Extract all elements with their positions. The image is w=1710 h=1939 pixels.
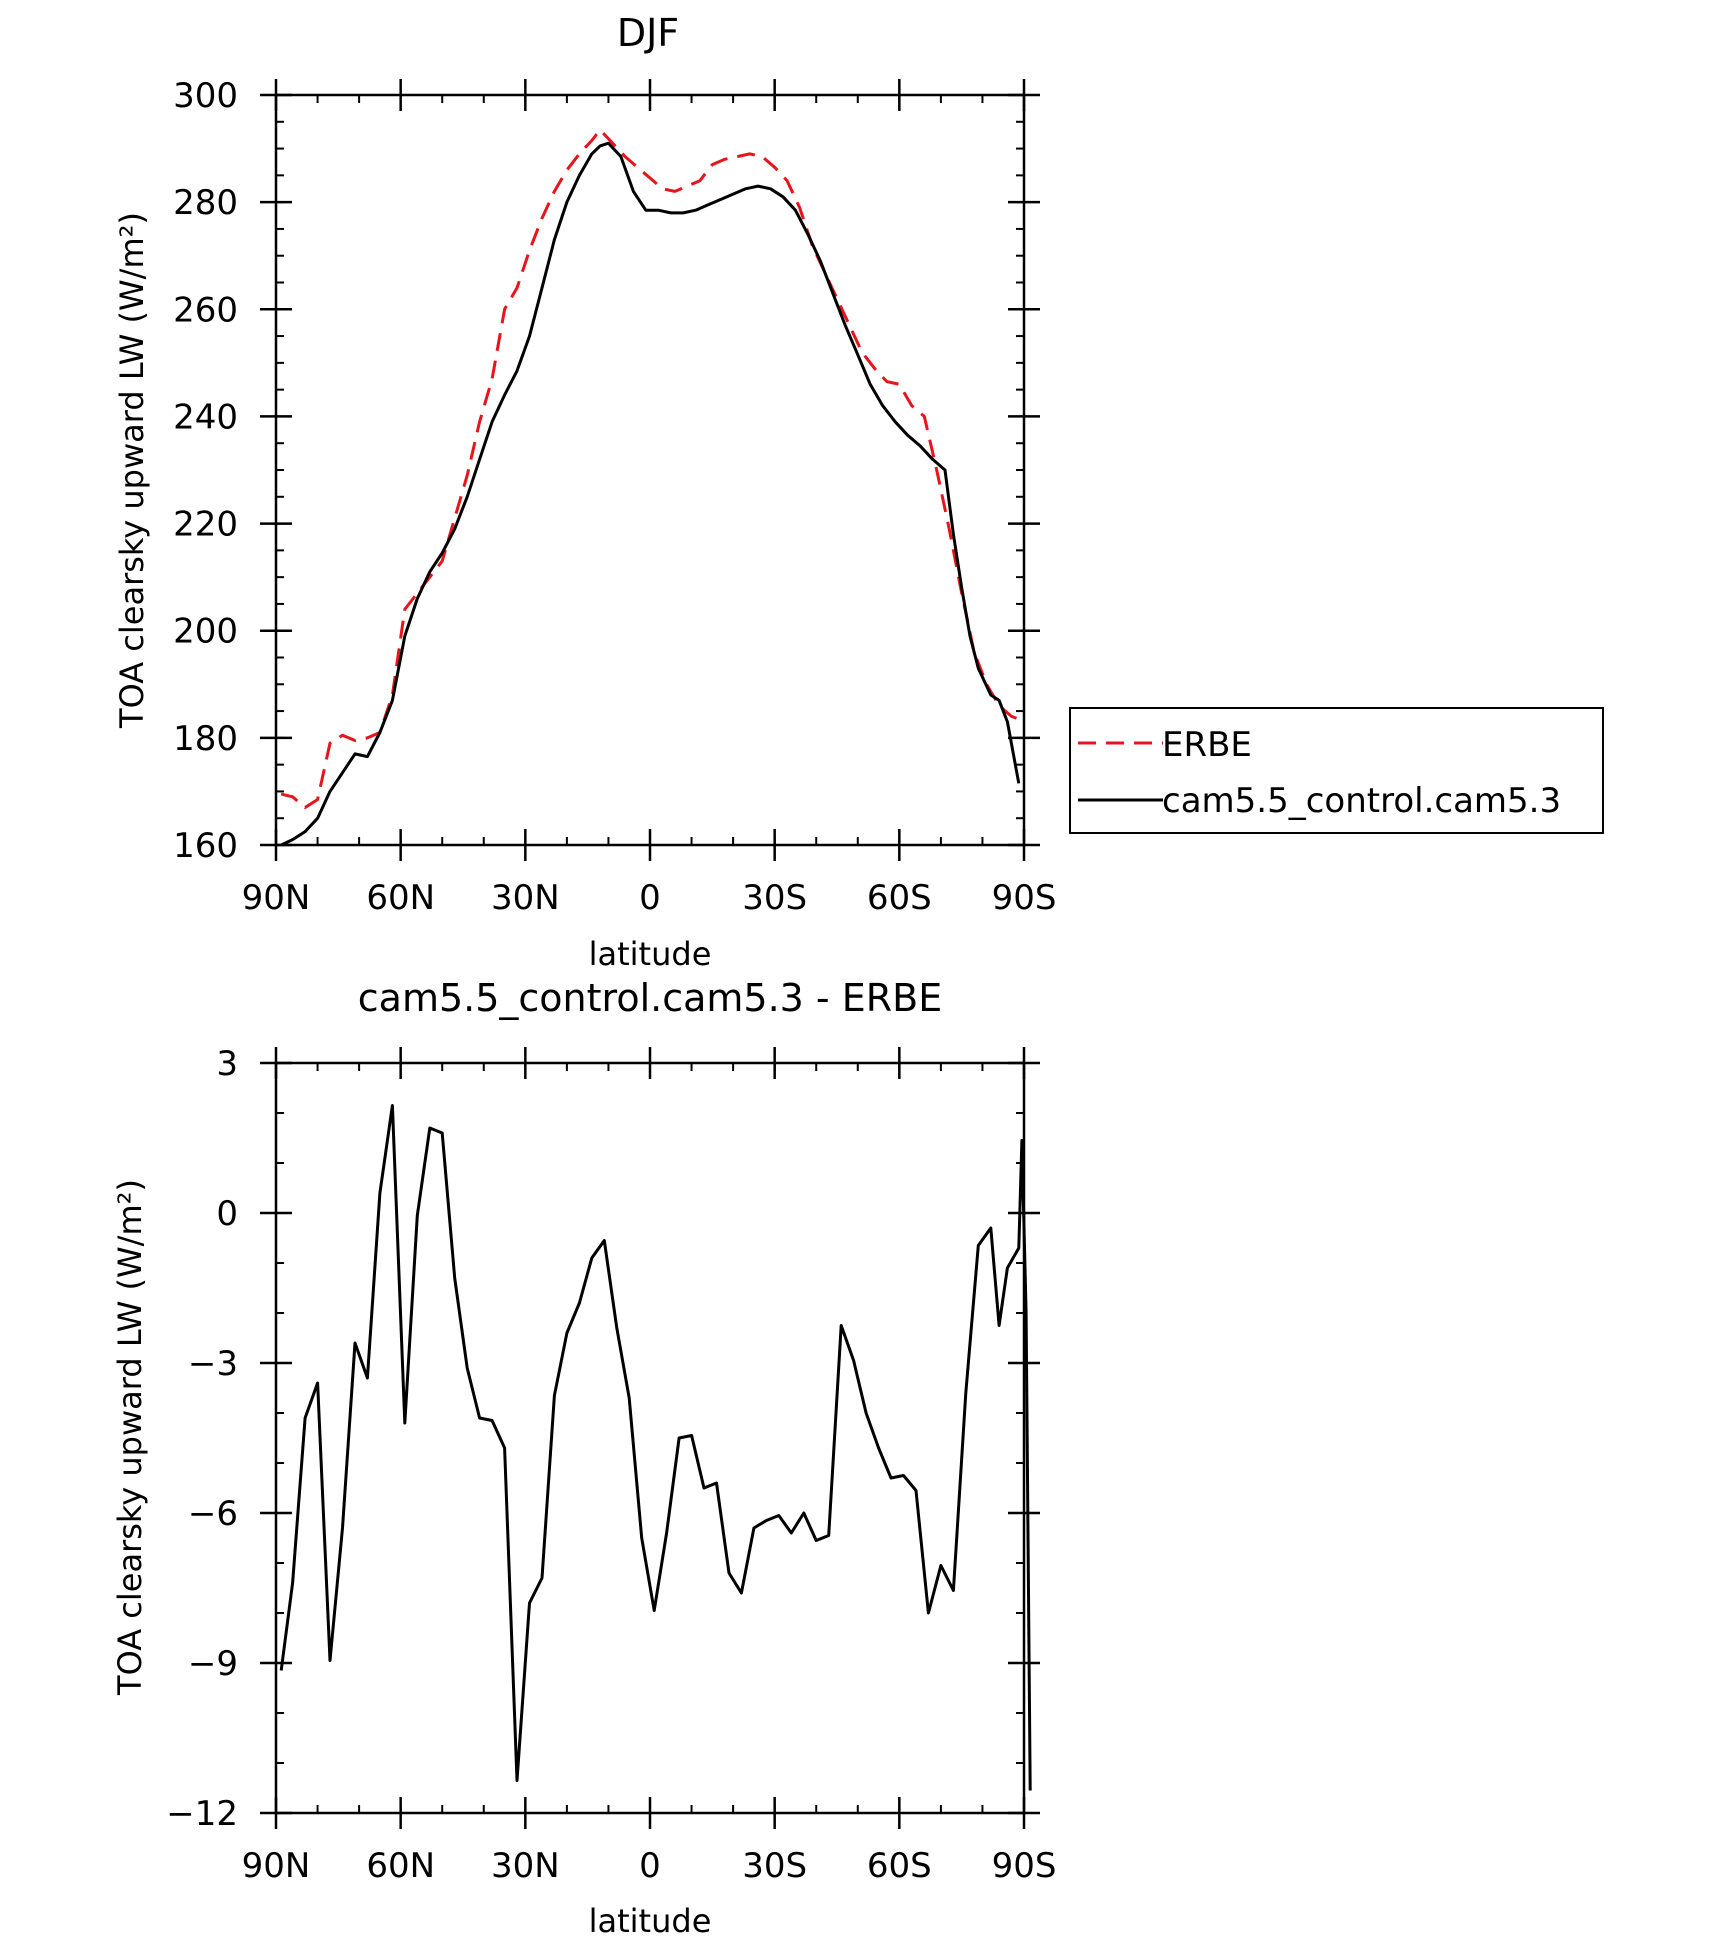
bottom-x-tick-label: 60S xyxy=(867,1846,932,1886)
top-y-tick-label: 200 xyxy=(173,612,238,652)
bottom-x-tick-label: 30N xyxy=(491,1846,560,1886)
bottom-x-tick-label: 60N xyxy=(366,1846,435,1886)
bottom-y-tick-label: −6 xyxy=(188,1494,238,1534)
svg-text:TOA clearsky upward LW (W/m²): TOA clearsky upward LW (W/m²) xyxy=(111,1179,149,1696)
bottom-panel: cam5.5_control.cam5.3 - ERBE TOA clearsk… xyxy=(111,976,1056,1939)
top-series-line-cam5-5-control-cam5-3 xyxy=(280,141,1021,847)
legend-model-label: cam5.5_control.cam5.3 xyxy=(1162,781,1561,821)
top-x-axis-label: latitude xyxy=(589,935,712,973)
top-y-tick-label: 280 xyxy=(173,183,238,223)
bottom-series-line-difference-0 xyxy=(279,1104,1032,1791)
top-x-tick-label: 30N xyxy=(491,878,560,918)
top-y-tick-label: 220 xyxy=(173,505,238,545)
bottom-x-tick-label: 30S xyxy=(742,1846,807,1886)
top-panel: DJF TOA clearsky upward LW (W/m²) 160 180… xyxy=(113,11,1604,973)
bottom-y-tick-label: −9 xyxy=(188,1644,238,1684)
bottom-x-tick-label: 90S xyxy=(992,1846,1057,1886)
top-axis-ticks: 160 180 200 220 240 260 280 300 90N 60N 30N 0 30S 60S… xyxy=(173,76,1056,918)
bottom-y-axis-label: TOA clearsky upward LW (W/m²) xyxy=(111,1179,149,1696)
top-x-tick-label: 60N xyxy=(366,878,435,918)
bottom-series-lines xyxy=(279,1104,1032,1791)
top-series-lines xyxy=(280,128,1021,847)
legend: ERBE cam5.5_control.cam5.3 xyxy=(1069,707,1604,834)
bottom-y-tick-label: −3 xyxy=(188,1344,238,1384)
bottom-y-tick-label: 0 xyxy=(216,1194,238,1234)
top-x-tick-label: 90N xyxy=(242,878,311,918)
top-plot-frame xyxy=(274,93,1026,847)
bottom-x-tick-label: 90N xyxy=(242,1846,311,1886)
top-chart-title: DJF xyxy=(617,11,679,55)
bottom-y-tick-label: 3 xyxy=(216,1044,238,1084)
top-y-tick-label: 300 xyxy=(173,76,238,116)
top-y-tick-label: 160 xyxy=(173,826,238,866)
top-y-tick-label: 180 xyxy=(173,719,238,759)
top-x-tick-label: 60S xyxy=(867,878,932,918)
top-x-tick-label: 90S xyxy=(992,878,1057,918)
bottom-y-tick-label: −12 xyxy=(166,1794,238,1834)
legend-box xyxy=(1069,707,1604,834)
bottom-x-tick-label: 0 xyxy=(639,1846,661,1886)
top-y-axis-label: TOA clearsky upward LW (W/m²) xyxy=(113,212,151,729)
top-y-tick-label: 240 xyxy=(173,397,238,437)
top-x-tick-label: 0 xyxy=(639,878,661,918)
top-y-tick-label: 260 xyxy=(173,290,238,330)
svg-text:TOA clearsky upward LW (W/m²): TOA clearsky upward LW (W/m²) xyxy=(113,212,151,729)
legend-erbe-label: ERBE xyxy=(1162,725,1252,765)
top-x-tick-label: 30S xyxy=(742,878,807,918)
top-series-line-erbe xyxy=(280,128,1020,809)
bottom-axis-ticks: −12 −9 −6 −3 0 3 90N 60N 30N 0 30S 60S 90S xyxy=(166,1044,1056,1886)
bottom-chart-title: cam5.5_control.cam5.3 - ERBE xyxy=(358,976,942,1020)
bottom-plot-frame xyxy=(274,1061,1026,1815)
bottom-x-axis-label: latitude xyxy=(589,1902,712,1939)
